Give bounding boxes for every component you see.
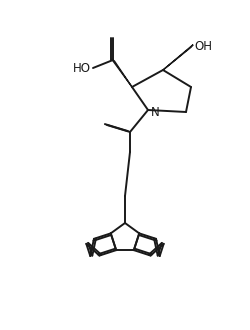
Polygon shape xyxy=(112,59,132,87)
Text: HO: HO xyxy=(73,61,91,75)
Polygon shape xyxy=(163,45,193,70)
Text: OH: OH xyxy=(194,40,212,52)
Text: N: N xyxy=(150,106,160,118)
